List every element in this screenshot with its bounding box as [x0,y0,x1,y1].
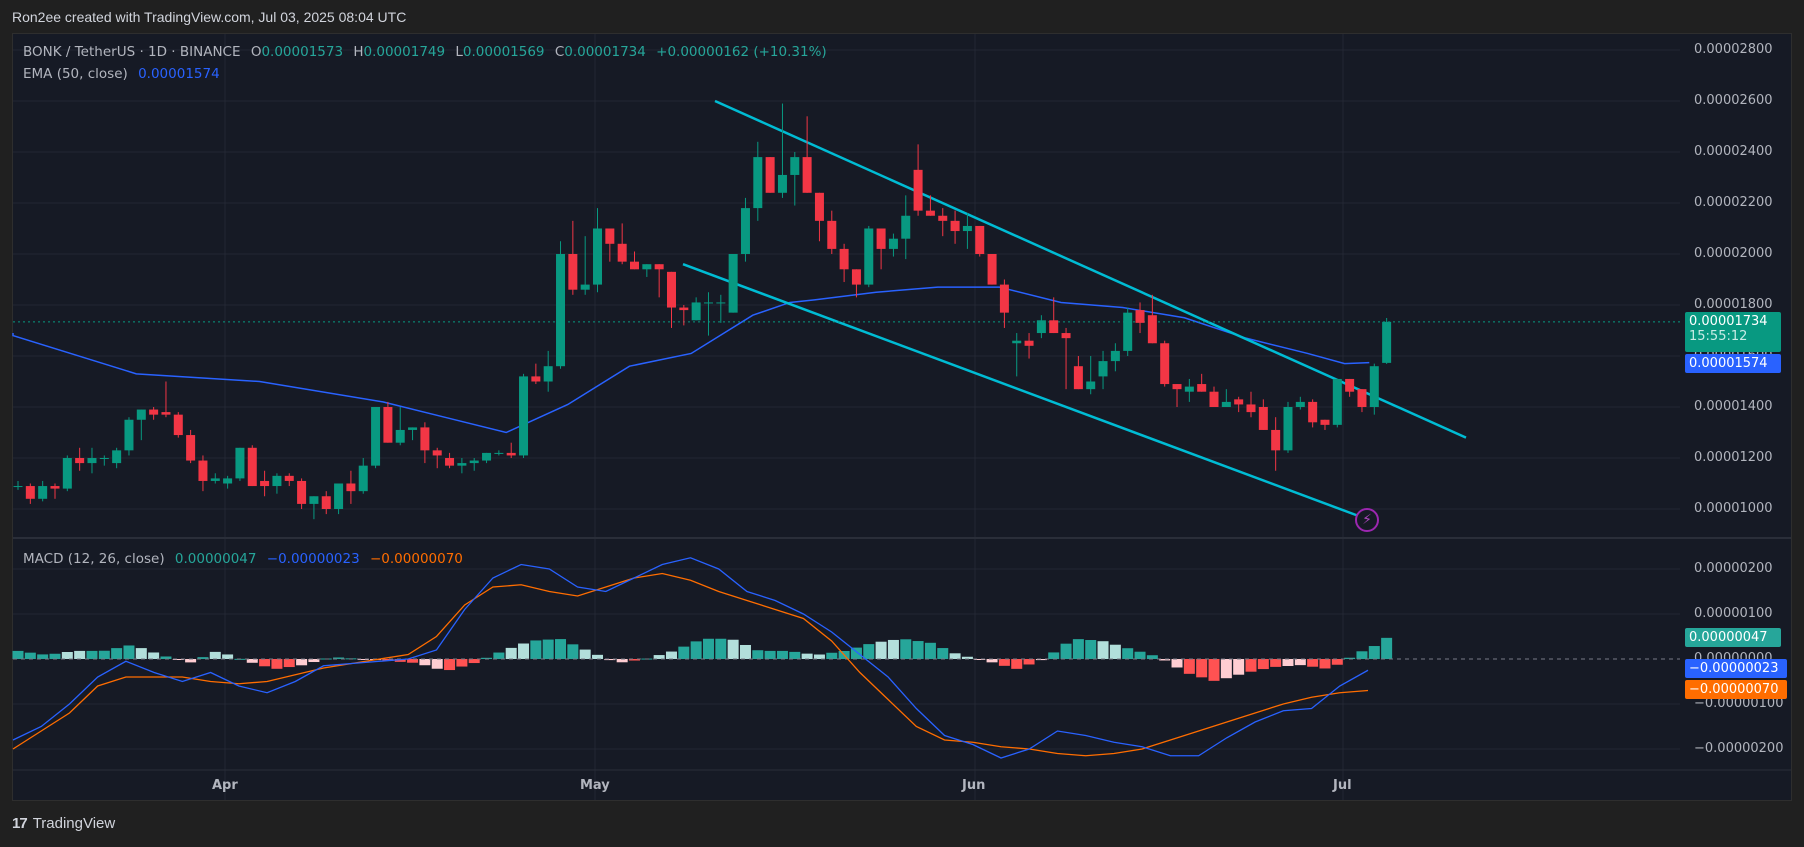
x-tick-apr: Apr [212,778,238,793]
last-price-value: 0.00001734 [1689,314,1768,329]
open-value: 0.00001573 [261,44,344,60]
price-tick: 0.00001200 [1694,450,1773,465]
ema-legend[interactable]: EMA (50, close) 0.00001574 [23,66,226,82]
price-tick: 0.00001000 [1694,501,1773,516]
ohlc-open: O0.00001573 [251,44,343,60]
macd-tick: −0.00000100 [1694,696,1784,711]
price-tick: 0.00002400 [1694,144,1773,159]
signal-line-tag: −0.00000070 [1685,680,1787,699]
macd-hist-tag: 0.00000047 [1685,628,1781,647]
macd-line-value: −0.00000023 [266,551,360,567]
footer-brand: TradingView [32,815,116,832]
macd-legend[interactable]: MACD (12, 26, close) 0.00000047 −0.00000… [23,551,469,567]
close-value: 0.00001734 [564,44,646,60]
price-tick: 0.00002600 [1694,93,1773,108]
price-tick: 0.00002000 [1694,246,1773,261]
low-label: L [455,44,463,60]
macd-hist-value: 0.00000047 [174,551,257,567]
price-tick: 0.00001800 [1694,297,1773,312]
change-value: +0.00000162 (+10.31%) [656,44,827,60]
macd-line-tag: −0.00000023 [1685,659,1787,678]
lightning-alert-icon[interactable]: ⚡ [1355,508,1379,532]
symbol-title[interactable]: BONK / TetherUS · 1D · BINANCE [23,44,241,60]
open-label: O [250,44,262,60]
close-label: C [554,44,565,60]
price-tick: 0.00001400 [1694,399,1773,414]
chart-credit: Ron2ee created with TradingView.com, Jul… [12,9,407,25]
ema-value: 0.00001574 [138,66,220,82]
bar-countdown: 15:55:12 [1689,329,1748,344]
x-tick-may: May [580,778,610,793]
x-tick-jul: Jul [1333,778,1352,793]
chart-frame[interactable] [12,33,1792,801]
high-value: 0.00001749 [363,44,446,60]
macd-label: MACD (12, 26, close) [23,551,165,567]
price-tick: 0.00002800 [1694,42,1773,57]
ema-price-tag: 0.00001574 [1685,354,1781,373]
low-value: 0.00001569 [462,44,545,60]
last-price-tag: 0.00001734 15:55:12 [1685,312,1781,352]
symbol-legend: BONK / TetherUS · 1D · BINANCE O0.000015… [23,44,833,60]
footer: 17 TradingView [12,815,115,832]
tradingview-logo-icon: 17 [12,815,28,832]
price-tick: 0.00002200 [1694,195,1773,210]
macd-tick: 0.00000100 [1694,606,1773,621]
macd-tick: −0.00000200 [1694,741,1784,756]
ohlc-high: H0.00001749 [353,44,445,60]
ohlc-close: C0.00001734 [555,44,646,60]
ema-label: EMA (50, close) [23,66,128,82]
x-tick-jun: Jun [962,778,986,793]
macd-tick: 0.00000200 [1694,561,1773,576]
ohlc-low: L0.00001569 [455,44,544,60]
macd-signal-value: −0.00000070 [369,551,463,567]
high-label: H [353,44,364,60]
